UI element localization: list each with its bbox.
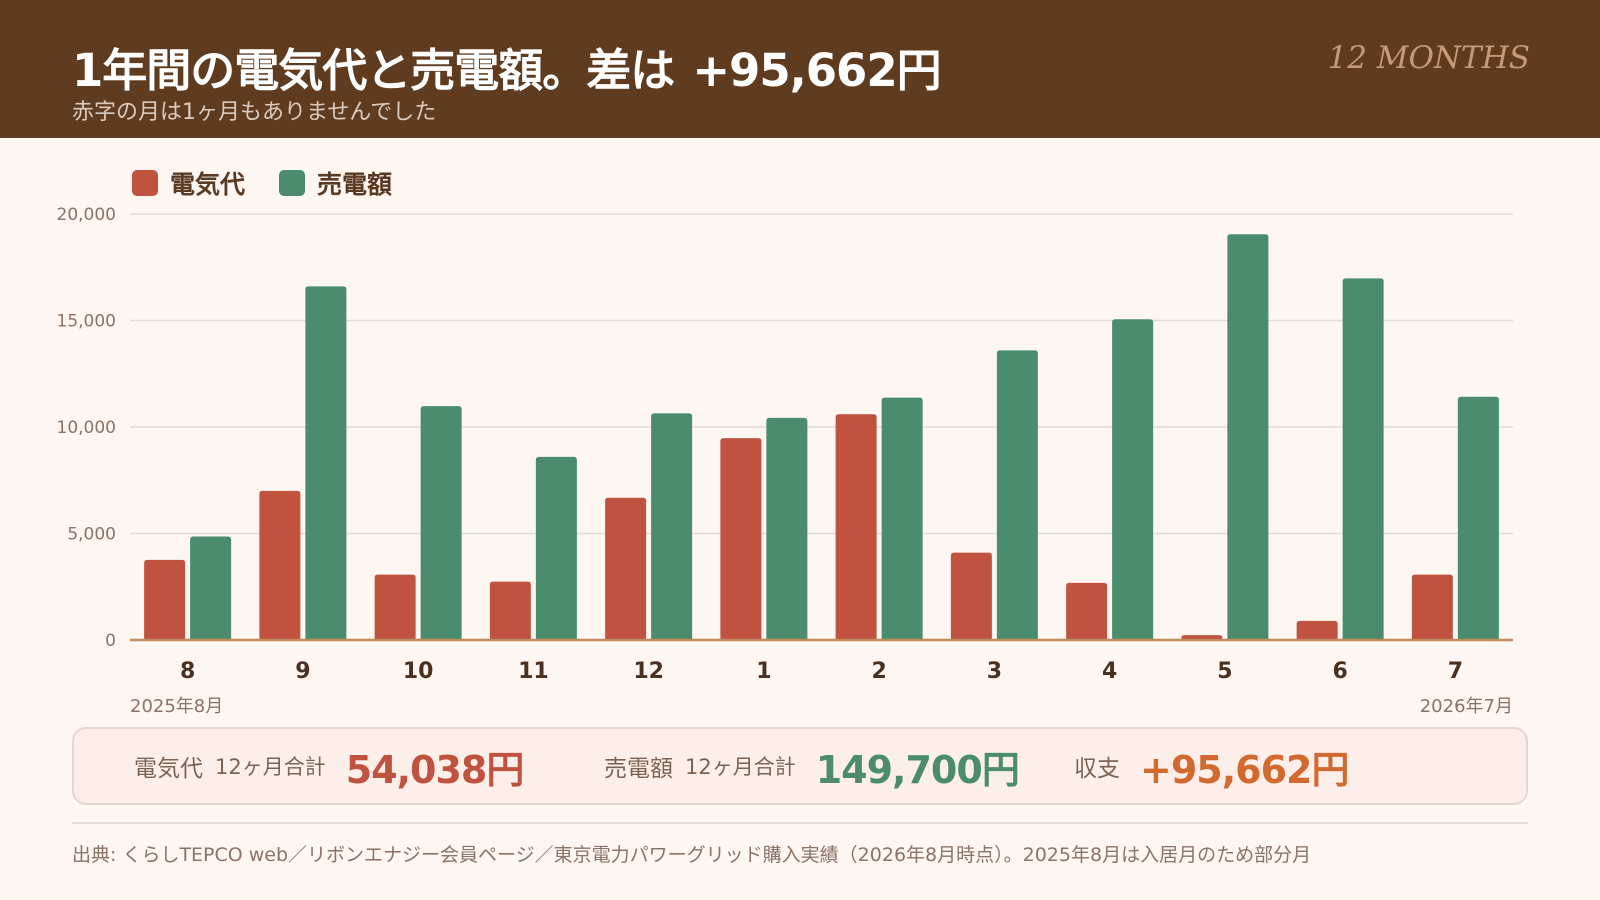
bar-electric: [1411, 574, 1453, 640]
x-tick-label: 10: [403, 659, 434, 684]
x-end-note: 2026年7月: [1420, 696, 1513, 717]
bar-sold: [1457, 396, 1499, 640]
bar-electric: [144, 559, 186, 640]
bar-sold: [1112, 319, 1154, 640]
x-tick-label: 1: [756, 659, 771, 684]
title-text: 1年間の電気代と売電額。差は: [72, 44, 675, 97]
legend-item-sold: 売電額: [279, 165, 392, 201]
x-tick-label: 3: [987, 659, 1002, 684]
legend-label-sold: 売電額: [317, 170, 393, 199]
y-tick-label: 5,000: [67, 525, 116, 545]
x-tick-label: 2: [871, 659, 886, 684]
bar-electric: [1296, 620, 1338, 640]
source-note: 出典: くらしTEPCO web／リボンエナジー会員ページ／東京電力パワーグリッ…: [72, 844, 1312, 866]
bar-electric: [605, 497, 647, 640]
title-value: +95,662円: [692, 44, 941, 97]
legend-swatch-electric: [132, 170, 158, 196]
summary-sold-value: 149,700円: [815, 747, 1020, 792]
x-start-note: 2025年8月: [130, 696, 223, 717]
x-tick-label: 11: [518, 659, 549, 684]
y-tick-label: 20,000: [57, 205, 116, 225]
summary-balance-value: +95,662円: [1140, 747, 1349, 792]
page-header: 1年間の電気代と売電額。差は +95,662円 赤字の月は1ヶ月もありませんでした…: [0, 0, 1600, 138]
y-tick-label: 15,000: [57, 312, 116, 332]
y-tick-label: 10,000: [57, 418, 116, 438]
bar-electric: [720, 438, 762, 640]
bar-electric: [950, 552, 992, 640]
bar-sold: [766, 417, 808, 640]
bar-electric: [259, 490, 301, 640]
chart-legend: 電気代 売電額: [132, 165, 426, 201]
bar-sold: [305, 286, 347, 640]
summary-electric-label: 電気代: [134, 756, 203, 782]
x-tick-label: 6: [1332, 659, 1347, 684]
bar-electric: [1066, 582, 1108, 640]
bar-sold: [1342, 278, 1384, 640]
bar-sold: [190, 536, 232, 640]
summary-panel: 電気代 12ヶ月合計 54,038円 売電額 12ヶ月合計 149,700円 収…: [72, 727, 1528, 805]
footer-divider: [72, 822, 1528, 824]
summary-electric-value: 54,038円: [345, 747, 525, 792]
x-tick-label: 5: [1217, 659, 1232, 684]
page-subtitle: 赤字の月は1ヶ月もありませんでした: [72, 100, 437, 125]
summary-sold-sublabel: 12ヶ月合計: [685, 755, 796, 779]
legend-item-electric: 電気代: [132, 165, 245, 201]
bar-sold: [535, 456, 577, 640]
x-tick-label: 8: [180, 659, 195, 684]
summary-sold: 売電額 12ヶ月合計 149,700円: [604, 729, 1020, 803]
summary-balance-label: 収支: [1074, 756, 1120, 782]
x-tick-label: 9: [295, 659, 310, 684]
summary-electric: 電気代 12ヶ月合計 54,038円: [134, 729, 525, 803]
bar-electric: [835, 414, 877, 640]
bar-sold: [881, 397, 923, 640]
x-tick-label: 7: [1448, 659, 1463, 684]
bar-sold: [420, 406, 462, 640]
summary-sold-label: 売電額: [604, 756, 673, 782]
summary-electric-sublabel: 12ヶ月合計: [215, 755, 326, 779]
bar-sold: [1227, 234, 1269, 641]
y-tick-label: 0: [105, 631, 116, 651]
bar-sold: [996, 350, 1038, 640]
period-badge: 12 MONTHS: [1327, 40, 1530, 76]
summary-balance: 収支 +95,662円: [1074, 729, 1349, 803]
legend-label-electric: 電気代: [170, 170, 246, 199]
x-tick-label: 4: [1102, 659, 1117, 684]
x-tick-label: 12: [633, 659, 664, 684]
bar-sold: [651, 413, 693, 640]
bar-electric: [374, 574, 416, 640]
legend-swatch-sold: [279, 170, 306, 196]
bar-electric: [489, 581, 531, 640]
page-title: 1年間の電気代と売電額。差は +95,662円: [72, 34, 942, 99]
